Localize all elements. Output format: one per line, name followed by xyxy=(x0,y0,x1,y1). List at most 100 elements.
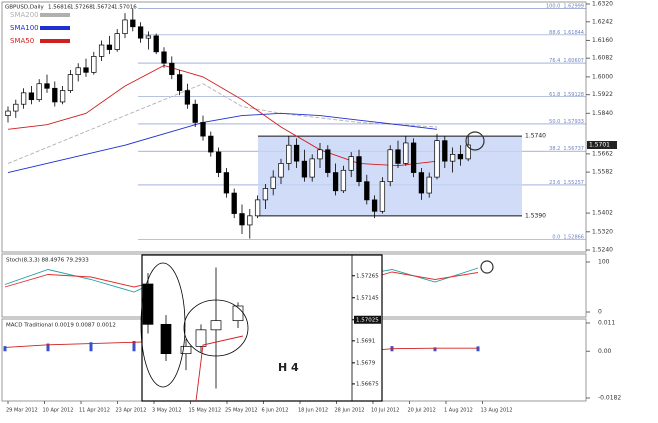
main-panel xyxy=(1,1,587,253)
legend-label: SMA100 xyxy=(10,24,39,32)
macd-bar xyxy=(433,347,437,352)
inset-price-box xyxy=(354,315,381,324)
candle-body xyxy=(160,323,172,355)
fib-price: 1.57933 xyxy=(563,118,584,124)
fib-label: 61.8 1.59128 xyxy=(549,91,584,97)
candle-body xyxy=(20,92,27,105)
y-tick-label: 1.6242 xyxy=(592,18,613,25)
candle-body xyxy=(426,176,432,194)
macd-bar xyxy=(89,342,93,352)
candle-body xyxy=(247,215,253,226)
fib-ratio: 100.0 xyxy=(546,3,560,9)
fib-label: 50.0 1.57933 xyxy=(549,118,584,124)
candle-body xyxy=(395,149,401,164)
fib-ratio: 50.0 xyxy=(549,118,560,124)
y-tick-label: 1.6000 xyxy=(592,73,613,80)
candle-body xyxy=(286,144,292,164)
inset-tick-label: 1.56675 xyxy=(356,381,379,387)
candle-body xyxy=(232,305,244,322)
candle-body xyxy=(130,19,136,28)
stoch-title: Stoch(8,3,3) 88.4976 79.2933 xyxy=(6,258,89,264)
fib-ratio: 61.8 xyxy=(549,91,560,97)
candle-body xyxy=(145,35,152,39)
legend-swatch xyxy=(40,39,70,43)
fib-ratio: 38.2 xyxy=(549,146,560,152)
candle-body xyxy=(215,151,222,173)
x-tick-label: 10 Apr 2012 xyxy=(43,408,74,414)
candle-body xyxy=(418,172,425,194)
overlay-layer: 1.57265 1.57145 1.57025 1.5691 1.5679 1.56675… xyxy=(140,131,494,402)
candle-body xyxy=(67,74,74,91)
candle-body xyxy=(340,169,347,192)
y-tick-label: -0.0182 xyxy=(598,395,621,402)
fib-label: 100.0 1.62999 xyxy=(546,3,584,9)
candle-body xyxy=(59,90,66,103)
chart-title: GBPUSD,Daily xyxy=(5,5,45,11)
candle-body xyxy=(137,26,144,39)
candle-body xyxy=(176,74,183,91)
candle-body xyxy=(91,56,97,73)
candle-body xyxy=(449,153,456,162)
fib-label: 0.0 1.52866 xyxy=(552,234,584,240)
candle-body xyxy=(332,172,339,192)
candle-body xyxy=(356,156,362,183)
candle-body xyxy=(200,122,206,137)
macd-bar xyxy=(46,343,50,352)
fib-price: 1.55257 xyxy=(563,179,584,185)
last-price-label: 1.5701 xyxy=(589,141,610,148)
candle-body xyxy=(208,135,214,153)
candle-body xyxy=(379,181,386,212)
fib-ratio: 0.0 xyxy=(552,234,560,240)
fib-ratio: 23.6 xyxy=(549,179,560,185)
range-label: 1.5390 xyxy=(525,212,546,219)
candle-body xyxy=(317,149,323,160)
candle-body xyxy=(270,176,276,189)
y-tick-label: 1.5922 xyxy=(592,91,613,98)
x-tick-label: 29 Mar 2012 xyxy=(6,408,38,414)
x-tick-label: 15 May 2012 xyxy=(189,408,222,414)
candle-body xyxy=(410,142,417,173)
x-tick-label: 20 Jul 2012 xyxy=(408,408,436,414)
x-tick-label: 11 Apr 2012 xyxy=(79,408,110,414)
macd-bar xyxy=(132,340,136,352)
main-layer: 1.6320 1.6242 1.6160 1.6082 1.6000 1.5922 1.58… xyxy=(3,1,621,414)
candle-body xyxy=(223,172,230,194)
y-tick-label: 1.5240 xyxy=(592,247,613,254)
y-tick-label: 1.5320 xyxy=(592,228,613,235)
candle-body xyxy=(210,320,222,331)
candle-body xyxy=(434,140,440,178)
candle-body xyxy=(403,142,409,164)
x-tick-label: 23 Apr 2012 xyxy=(116,408,147,414)
fib-price: 1.56737 xyxy=(563,146,584,152)
inset-tick-label: 1.57265 xyxy=(356,273,379,279)
candle-body xyxy=(254,199,261,217)
candle-body xyxy=(278,163,284,178)
y-tick-label: 0 xyxy=(598,309,602,316)
candle-body xyxy=(44,83,50,89)
inset-panel xyxy=(141,254,383,402)
fib-ratio: 88.6 xyxy=(549,29,560,35)
x-tick-label: 6 Jun 2012 xyxy=(262,408,289,414)
candle-body xyxy=(114,33,120,50)
candle-body xyxy=(83,67,89,73)
candle-body xyxy=(98,44,105,57)
y-tick-label: 1.6160 xyxy=(592,37,613,44)
x-tick-label: 18 Jun 2012 xyxy=(298,408,328,414)
candle-body xyxy=(231,192,237,214)
candle-body xyxy=(195,329,207,347)
sma-line xyxy=(7,65,438,167)
sma-line xyxy=(7,83,438,164)
candle-body xyxy=(301,160,308,178)
candle-body xyxy=(169,62,175,75)
fib-label: 76.4 1.60607 xyxy=(549,58,584,64)
fib-label: 23.6 1.55257 xyxy=(549,179,584,185)
candle-body xyxy=(239,213,245,226)
y-tick-label: 1.5662 xyxy=(592,150,613,157)
legend-label: SMA200 xyxy=(10,11,39,19)
range-label: 1.5740 xyxy=(525,133,546,140)
y-tick-label: 0.00 xyxy=(598,348,612,355)
highlight-circle xyxy=(480,260,494,274)
macd-bar xyxy=(476,346,480,352)
fib-label: 88.6 1.61844 xyxy=(549,29,584,35)
fib-price: 1.59128 xyxy=(563,91,584,97)
